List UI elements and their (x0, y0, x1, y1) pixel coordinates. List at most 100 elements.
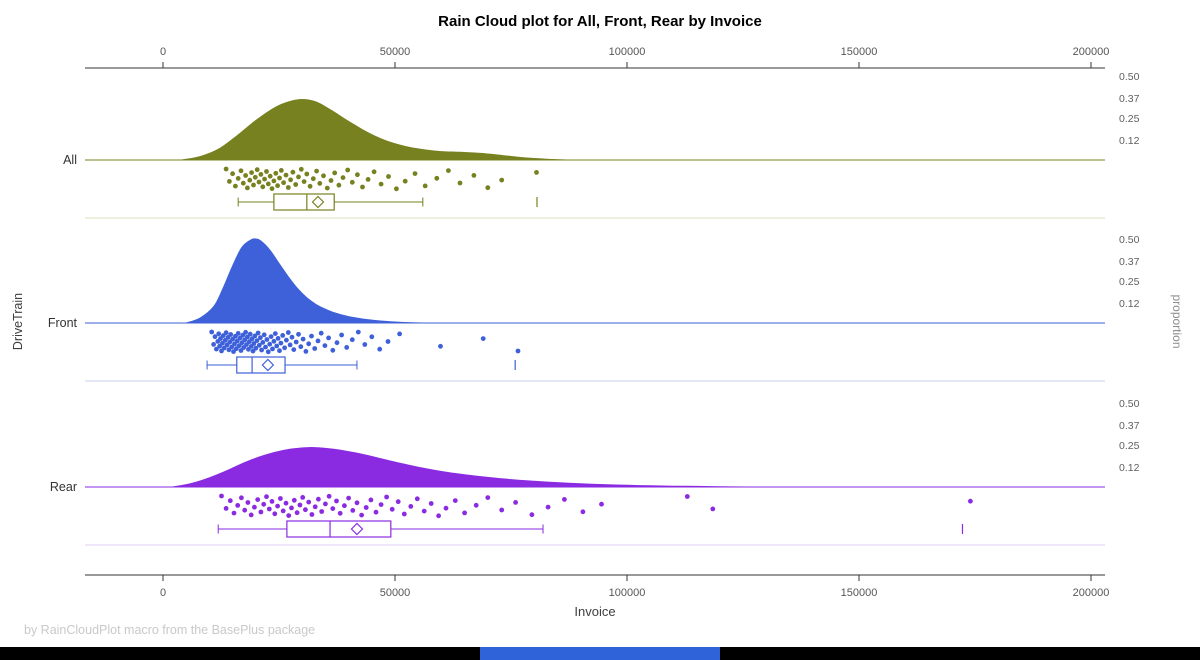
scatter-point (422, 183, 428, 189)
proportion-tick-label: 0.25 (1119, 113, 1140, 125)
scatter-point (336, 182, 342, 188)
scatter-point (373, 509, 379, 515)
top-axis-tick-label: 100000 (609, 46, 646, 58)
scatter-point (248, 512, 254, 518)
scatter-point (223, 166, 229, 172)
density-curve-rear (172, 446, 748, 488)
scatter-point (211, 342, 217, 347)
scatter-point (599, 501, 604, 507)
top-axis-tick-label: 0 (160, 46, 166, 58)
scatter-point (266, 506, 272, 512)
scatter-point (346, 495, 351, 501)
scatter-point (252, 504, 257, 510)
scatter-point (363, 505, 369, 510)
scatter-point (275, 336, 281, 341)
scatter-point (274, 343, 280, 349)
chart-title: Rain Cloud plot for All, Front, Rear by … (438, 13, 762, 30)
scatter-point (315, 338, 321, 344)
scatter-point (408, 504, 414, 509)
scatter-point (233, 346, 239, 352)
scatter-point (235, 176, 241, 181)
scatter-point (330, 506, 336, 511)
scatter-point (446, 168, 451, 174)
scatter-point (297, 502, 303, 508)
scatter-point (421, 508, 427, 514)
scatter-point (251, 341, 257, 346)
scatter-point (227, 498, 233, 504)
scatter-point (265, 349, 271, 355)
scatter-point (294, 510, 300, 516)
scatter-point (264, 494, 269, 500)
scatter-point (312, 504, 318, 510)
scatter-point (258, 335, 263, 341)
density-curve-all (181, 98, 567, 161)
box-front (236, 356, 286, 374)
scatter-point (339, 332, 344, 338)
scatter-point (355, 329, 361, 335)
scatter-point (385, 339, 391, 344)
top-axis-tick-label: 50000 (380, 46, 411, 58)
scatter-point (273, 170, 279, 176)
scatter-point (301, 179, 307, 185)
scatter-point (296, 331, 301, 337)
scatter-point (319, 509, 325, 514)
scatter-point (291, 497, 297, 503)
taskbar-highlight[interactable] (480, 647, 720, 660)
scatter-point (378, 181, 384, 187)
scatter-point (345, 167, 351, 173)
scatter-point (485, 495, 491, 500)
scatter-point (261, 501, 267, 507)
scatter-point (293, 182, 299, 187)
bottom-axis-tick-label: 0 (160, 587, 166, 599)
scatter-point (262, 176, 267, 182)
chart-footnote: by RainCloudPlot macro from the BasePlus… (24, 623, 316, 637)
category-label-rear: Rear (50, 480, 77, 494)
scatter-point (300, 495, 306, 500)
scatter-point (395, 499, 401, 505)
scatter-point (499, 177, 505, 183)
scatter-point (293, 339, 299, 345)
scatter-point (263, 344, 268, 350)
scatter-point (499, 507, 505, 513)
taskbar (0, 647, 1200, 660)
top-axis-tick-label: 200000 (1073, 46, 1110, 58)
scatter-point (269, 499, 275, 504)
scatter-point (304, 171, 310, 177)
scatter-point (249, 170, 255, 176)
scatter-point (306, 499, 312, 505)
scatter-point (278, 340, 284, 346)
proportion-tick-label: 0.37 (1119, 93, 1140, 105)
proportion-tick-label: 0.37 (1119, 420, 1140, 432)
scatter-point (229, 344, 235, 350)
scatter-point (326, 335, 331, 341)
proportion-tick-label: 0.50 (1119, 71, 1140, 83)
scatter-point (275, 503, 280, 509)
scatter-point (209, 329, 215, 335)
proportion-tick-label: 0.25 (1119, 440, 1140, 452)
mean-diamond-rear (350, 522, 364, 536)
scatter-point (300, 336, 306, 342)
scatter-point (580, 509, 586, 515)
scatter-point (350, 508, 356, 513)
scatter-point (452, 498, 458, 503)
scatter-point (349, 337, 355, 343)
scatter-point (684, 494, 690, 499)
scatter-point (438, 343, 443, 349)
proportion-tick-label: 0.50 (1119, 398, 1140, 410)
scatter-point (290, 169, 296, 175)
scatter-point (436, 513, 441, 519)
scatter-point (340, 175, 346, 181)
proportion-tick-label: 0.50 (1119, 234, 1140, 246)
proportion-tick-label: 0.37 (1119, 256, 1140, 268)
scatter-point (401, 511, 407, 517)
box-rear (286, 520, 392, 538)
scatter-point (247, 331, 253, 337)
scatter-point (306, 341, 312, 347)
top-axis-tick-label: 150000 (841, 46, 878, 58)
scatter-point (287, 342, 293, 348)
scatter-point (355, 172, 360, 178)
scatter-point (228, 332, 234, 337)
scatter-point (280, 508, 286, 514)
scatter-point (216, 331, 222, 337)
